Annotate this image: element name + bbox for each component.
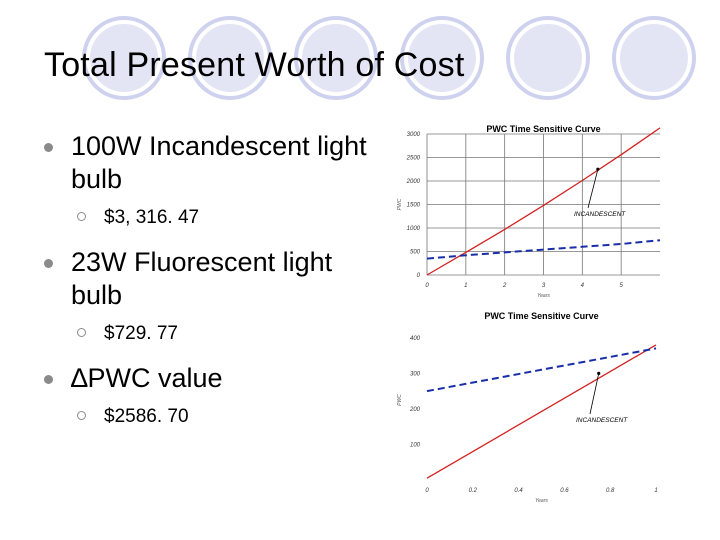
y-axis-label: PWC	[397, 198, 403, 210]
x-tick-label: 0.4	[514, 488, 523, 494]
x-tick-label: 3	[542, 283, 546, 289]
y-tick-label: 200	[409, 407, 421, 413]
y-tick-label: 2500	[406, 156, 421, 162]
x-axis-label: Years	[537, 293, 550, 299]
y-tick-label: 3000	[407, 132, 421, 138]
x-tick-label: 4	[581, 283, 585, 289]
x-tick-label: 5	[619, 283, 623, 289]
pwc-chart-top: PWC Time Sensitive Curve 0 500 1000 1500 2000…	[397, 124, 661, 299]
y-tick-label: 500	[410, 250, 421, 256]
series-line-fluorescent	[426, 347, 657, 393]
bullet-dot-icon	[44, 375, 53, 384]
sub-bullet-text: $3, 316. 47	[104, 207, 200, 228]
annotation-arrow-head	[597, 371, 601, 375]
y-tick-label: 100	[410, 442, 421, 448]
pwc-chart-bottom: PWC Time Sensitive Curve 100 200 300 400 0 0.2…	[397, 311, 658, 504]
x-axis-label: Years	[535, 498, 548, 504]
sub-bullet-ring-icon	[77, 328, 86, 337]
y-tick-label: 400	[410, 336, 421, 342]
sub-bullet-incandescent: $3, 316. 47	[44, 206, 374, 230]
series-line-incandescent	[426, 344, 657, 479]
bullet-dot-icon	[44, 143, 53, 152]
x-tick-label: 0.8	[606, 488, 615, 494]
y-tick-label: 1000	[407, 226, 421, 232]
annotation-arrow-line	[587, 169, 599, 209]
bullet-fluorescent: 23W Fluorescent light bulb	[44, 246, 374, 312]
annotation-arrow-head	[596, 167, 600, 171]
bullet-list: 100W Incandescent light bulb $3, 316. 47…	[44, 130, 374, 445]
y-axis-label: PWC	[397, 394, 403, 406]
y-tick-label: 0	[417, 273, 421, 279]
chart-title: PWC Time Sensitive Curve	[486, 124, 600, 134]
decorative-rings	[82, 16, 696, 100]
x-tick-label: 0.2	[469, 488, 478, 494]
sub-bullet-ring-icon	[77, 212, 86, 221]
bullet-dot-icon	[44, 259, 53, 268]
annotation-label: INCANDESCENT	[574, 211, 626, 218]
x-tick-label: 0.6	[560, 488, 569, 494]
sub-bullet-delta-pwc: $2586. 70	[44, 405, 374, 429]
bullet-delta-pwc: ∆PWC value	[44, 362, 374, 395]
x-tick-label: 2	[502, 283, 507, 289]
x-tick-label: 1	[464, 283, 467, 289]
y-tick-label: 300	[410, 371, 421, 377]
sub-bullet-ring-icon	[77, 411, 86, 420]
series-line-fluorescent	[426, 239, 661, 260]
bullet-text: ∆PWC value	[71, 363, 223, 393]
sub-bullet-text: $2586. 70	[104, 406, 189, 427]
bullet-incandescent: 100W Incandescent light bulb	[44, 130, 374, 196]
chart-title: PWC Time Sensitive Curve	[484, 311, 598, 321]
y-tick-label: 2000	[406, 179, 421, 185]
annotation-label: INCANDESCENT	[576, 417, 628, 424]
annotation-arrow-line	[589, 373, 600, 415]
bullet-text: 23W Fluorescent light bulb	[71, 247, 333, 310]
x-tick-label: 1	[654, 488, 657, 494]
x-tick-label: 0	[425, 488, 429, 494]
sub-bullet-fluorescent: $729. 77	[44, 322, 374, 346]
x-tick-label: 0	[425, 283, 429, 289]
y-tick-label: 1500	[407, 203, 421, 209]
sub-bullet-text: $729. 77	[104, 323, 178, 344]
slide-title: Total Present Worth of Cost	[44, 46, 465, 84]
bullet-text: 100W Incandescent light bulb	[71, 131, 367, 194]
series-line-incandescent	[426, 127, 661, 276]
